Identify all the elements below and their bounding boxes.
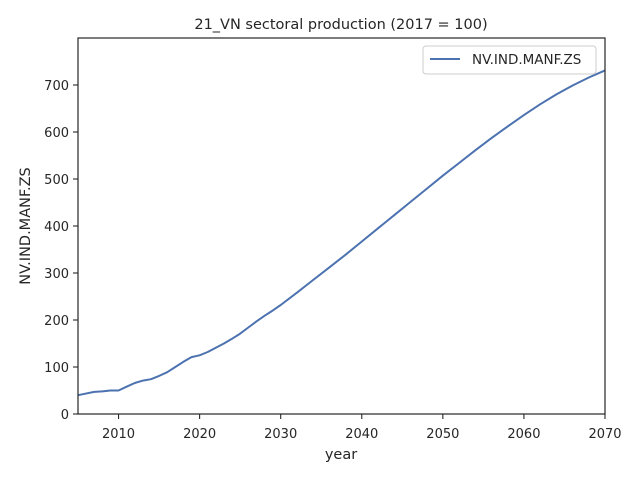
x-axis-label: year	[325, 447, 357, 463]
x-tick-label: 2010	[102, 427, 135, 442]
y-tick-label: 500	[44, 173, 69, 188]
y-tick-label: 200	[44, 314, 69, 329]
legend-box	[422, 45, 597, 75]
y-tick-label: 700	[44, 79, 69, 94]
x-tick-label: 2040	[345, 427, 378, 442]
plot-area	[77, 37, 606, 415]
x-tick-label: 2070	[588, 427, 621, 442]
x-tick-label: 2050	[426, 427, 459, 442]
plot-frame	[77, 37, 606, 415]
legend: NV.IND.MANF.ZS	[422, 45, 597, 75]
y-tick-label: 300	[44, 267, 69, 282]
y-tick-label: 400	[44, 220, 69, 235]
legend-label: NV.IND.MANF.ZS	[472, 52, 581, 68]
x-tick-label: 2020	[183, 427, 216, 442]
series-line	[77, 69, 606, 397]
y-axis-ticks: 0 100 200 300 400 500 600 700	[44, 79, 78, 423]
x-tick-label: 2030	[264, 427, 297, 442]
y-tick-label: 0	[61, 408, 69, 423]
y-axis-label: NV.IND.MANF.ZS	[18, 167, 34, 284]
chart-title: 21_VN sectoral production (2017 = 100)	[194, 17, 487, 33]
x-tick-label: 2060	[507, 427, 540, 442]
y-tick-label: 100	[44, 361, 69, 376]
x-axis-ticks: 2010 2020 2030 2040 2050 2060 2070	[102, 414, 622, 442]
y-tick-label: 600	[44, 126, 69, 141]
